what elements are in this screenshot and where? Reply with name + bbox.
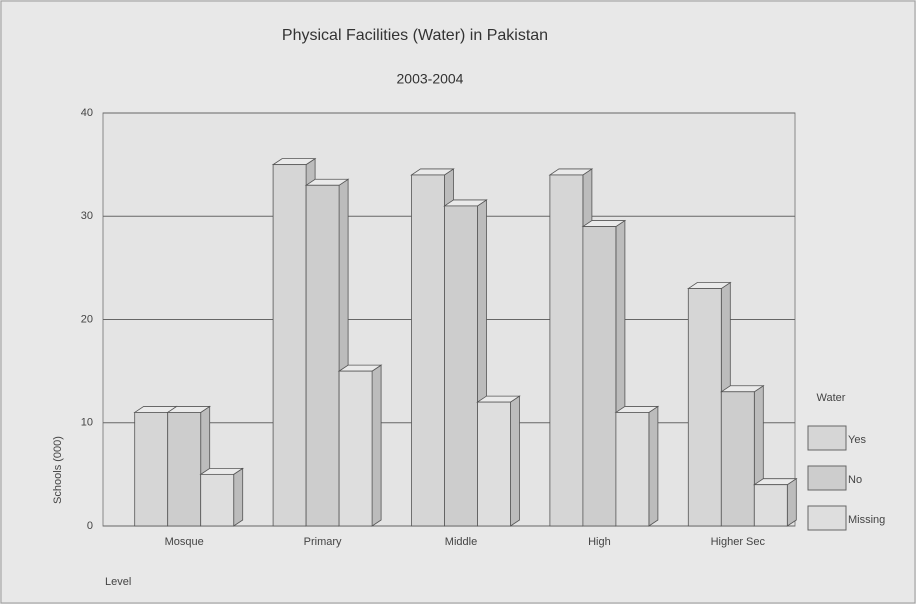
bar [305,184,340,527]
bar [272,164,307,527]
bar [167,412,202,527]
legend-swatch [807,465,847,491]
legend-title: Water [817,392,846,404]
legend-label: Yes [848,434,866,446]
x-tick-label: Mosque [165,536,204,548]
chart-title: Physical Facilities (Water) in Pakistan [282,27,548,44]
bar [720,391,755,527]
bar [134,412,169,527]
legend-swatch [807,425,847,451]
y-tick-label: 40 [81,107,93,119]
bar [582,226,617,527]
x-axis-label: Level [105,576,131,588]
legend-swatch [807,505,847,531]
bar [549,174,584,527]
y-tick-label: 10 [81,417,93,429]
bar [687,288,722,527]
y-tick-label: 0 [87,520,93,532]
bar-side [648,405,659,527]
x-tick-label: Middle [445,536,477,548]
bar-side [371,364,382,527]
y-tick-label: 20 [81,313,93,325]
legend-label: Missing [848,514,885,526]
x-tick-label: Primary [304,536,342,548]
y-axis-label: Schools (000) [52,436,64,504]
x-tick-label: Higher Sec [711,536,766,548]
bar [615,412,650,527]
chart-subtitle: 2003-2004 [397,71,464,87]
bar [200,473,235,527]
bar [444,205,478,527]
y-tick-label: 30 [81,210,93,222]
bar-side [233,467,244,527]
bar [477,401,511,527]
bar [753,484,788,527]
bar-side [786,477,797,527]
bar [411,174,445,527]
legend-label: No [848,474,862,486]
bar [338,370,373,527]
bar-side [510,395,520,527]
x-tick-label: High [588,536,611,548]
